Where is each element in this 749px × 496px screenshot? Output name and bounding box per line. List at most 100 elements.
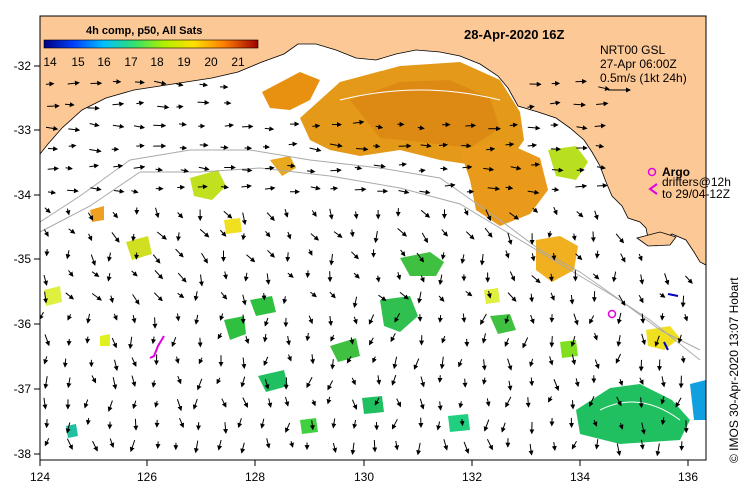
- current-arrow: [638, 294, 644, 304]
- current-arrow: [85, 336, 91, 344]
- current-arrow: [241, 167, 253, 173]
- x-tick-label: 124: [30, 470, 50, 484]
- current-arrow: [504, 338, 510, 347]
- current-arrow: [240, 442, 246, 454]
- colorbar-tick-label: 18: [150, 55, 164, 69]
- current-arrow: [509, 212, 520, 220]
- current-arrow: [356, 146, 369, 152]
- current-arrow: [638, 377, 644, 385]
- current-arrow: [177, 272, 187, 283]
- current-arrow: [265, 273, 271, 285]
- current-arrow: [664, 273, 670, 286]
- current-arrow: [638, 397, 644, 409]
- current-arrow: [529, 358, 534, 368]
- current-arrow: [241, 233, 247, 241]
- current-arrow: [570, 336, 576, 348]
- current-arrow: [311, 210, 317, 217]
- current-arrow: [576, 167, 585, 173]
- current-arrow: [193, 440, 199, 454]
- current-arrow: [265, 230, 271, 238]
- current-arrow: [286, 231, 292, 240]
- current-arrow: [346, 356, 352, 364]
- current-arrow: [106, 273, 112, 282]
- current-arrow: [551, 442, 557, 451]
- current-arrow: [589, 396, 595, 408]
- current-arrow: [85, 418, 91, 426]
- colorbar-tick-label: 15: [71, 55, 85, 69]
- current-arrow: [330, 334, 335, 342]
- current-arrow: [615, 353, 622, 364]
- current-arrow: [264, 185, 276, 191]
- current-arrow: [307, 249, 313, 256]
- current-arrow: [394, 440, 400, 451]
- current-arrow: [576, 125, 588, 131]
- current-arrow: [174, 356, 180, 364]
- current-arrow: [391, 374, 397, 386]
- argo-label: Argo: [662, 165, 690, 179]
- current-arrow: [198, 357, 204, 365]
- current-arrow: [417, 291, 423, 304]
- current-arrow: [659, 313, 665, 321]
- current-arrow: [529, 293, 535, 303]
- current-arrow: [525, 397, 531, 408]
- y-tick-label: -35: [14, 252, 32, 266]
- current-arrow: [460, 254, 466, 264]
- current-arrow: [87, 212, 94, 221]
- contour-line: [339, 89, 501, 101]
- current-arrow: [480, 313, 487, 325]
- argo-markers: [149, 293, 679, 359]
- current-arrow: [505, 142, 515, 147]
- current-arrow: [592, 419, 598, 427]
- current-arrow: [264, 126, 275, 132]
- current-arrow: [220, 184, 229, 190]
- current-arrow: [198, 166, 210, 172]
- x-tick-label: 134: [570, 470, 590, 484]
- current-arrow: [265, 165, 275, 171]
- current-vectors: [40, 78, 693, 457]
- current-arrow: [531, 275, 541, 284]
- current-arrow: [394, 312, 401, 323]
- current-arrow: [237, 418, 243, 429]
- isobath-line-2: [40, 167, 701, 361]
- current-arrow: [175, 248, 184, 258]
- current-arrow: [550, 100, 561, 106]
- current-arrow: [311, 399, 316, 407]
- current-arrow: [241, 183, 252, 189]
- current-arrow: [485, 398, 491, 407]
- current-arrow: [594, 439, 600, 450]
- current-arrow: [43, 376, 49, 389]
- current-arrow: [570, 400, 576, 410]
- current-arrow: [351, 399, 358, 410]
- current-arrow: [612, 271, 617, 283]
- current-arrow: [660, 376, 666, 388]
- current-arrow: [287, 354, 292, 362]
- current-arrow: [287, 163, 296, 169]
- current-arrow: [596, 164, 606, 170]
- current-arrow: [44, 249, 50, 257]
- current-arrow: [68, 270, 74, 277]
- current-arrow: [569, 294, 575, 305]
- current-arrow: [107, 400, 113, 412]
- current-arrow: [285, 252, 291, 262]
- current-arrow: [62, 358, 68, 368]
- argo-float-marker: [607, 309, 617, 319]
- current-arrow: [107, 252, 112, 262]
- current-arrow: [67, 314, 72, 321]
- current-arrow: [571, 440, 577, 450]
- current-arrow: [197, 100, 210, 106]
- current-arrow: [378, 294, 387, 301]
- current-arrow: [219, 229, 227, 237]
- current-arrow: [595, 143, 605, 149]
- current-arrow: [438, 295, 445, 302]
- current-arrow: [573, 313, 579, 326]
- current-arrow: [639, 274, 645, 285]
- current-arrow: [575, 183, 588, 189]
- current-arrow: [527, 125, 541, 131]
- current-arrow: [223, 210, 233, 219]
- current-arrow: [440, 252, 446, 260]
- current-arrow: [620, 253, 626, 263]
- current-arrow: [351, 251, 359, 260]
- current-arrow: [509, 122, 518, 128]
- colorbar-gradient: [43, 39, 259, 49]
- current-arrow: [133, 418, 139, 431]
